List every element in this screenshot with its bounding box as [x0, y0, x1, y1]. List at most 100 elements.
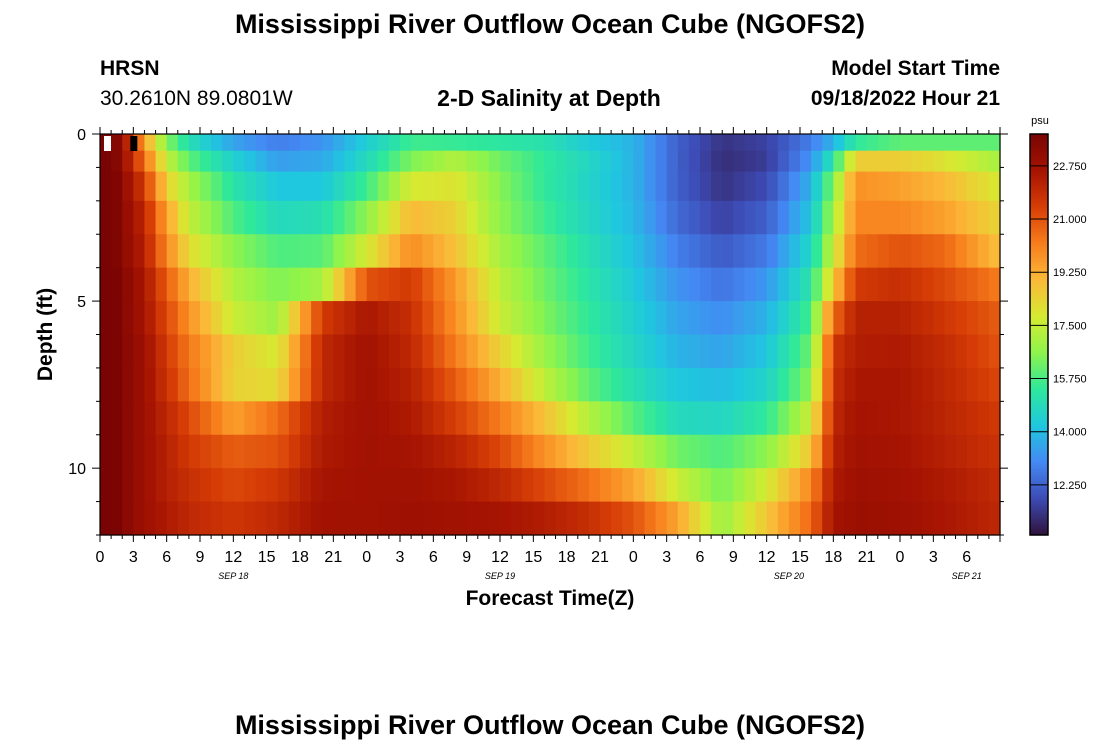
heatmap-cell — [566, 200, 579, 235]
heatmap-cell — [400, 401, 412, 436]
heatmap-cell — [622, 150, 634, 173]
heatmap-cell — [900, 171, 912, 202]
heatmap-cell — [788, 200, 801, 235]
heatmap-cell — [733, 434, 746, 469]
heatmap-cell — [744, 134, 757, 152]
heatmap-cell — [422, 401, 434, 436]
heatmap-cell — [711, 301, 723, 336]
x-tick-label: 0 — [629, 549, 638, 566]
heatmap-cell — [655, 468, 668, 503]
heatmap-cell — [455, 171, 468, 202]
heatmap-cell — [633, 301, 646, 336]
heatmap-cell — [888, 234, 901, 269]
heatmap-cell — [988, 434, 1001, 469]
heatmap-cell — [444, 134, 457, 152]
heatmap-cell — [933, 468, 946, 503]
heatmap-cell — [455, 401, 468, 436]
heatmap-cell — [144, 468, 157, 503]
heatmap-cell — [533, 200, 546, 235]
heatmap-cell — [444, 267, 457, 302]
heatmap-cell — [566, 234, 579, 269]
heatmap-cell — [233, 200, 246, 235]
heatmap-cell — [477, 468, 490, 503]
heatmap-cell — [233, 468, 246, 503]
heatmap-cell — [722, 501, 734, 536]
heatmap-cell — [422, 171, 434, 202]
heatmap-cell — [877, 301, 890, 336]
heatmap-cell — [700, 501, 712, 536]
heatmap-cell — [788, 134, 801, 152]
heatmap-cell — [422, 501, 434, 536]
heatmap-cell — [144, 367, 157, 402]
heatmap-cell — [533, 468, 546, 503]
heatmap-cell — [833, 367, 846, 402]
heatmap-cell — [644, 401, 657, 436]
heatmap-cell — [122, 468, 134, 503]
heatmap-cell — [888, 334, 901, 369]
heatmap-cell — [644, 171, 657, 202]
heatmap-cell — [544, 301, 557, 336]
heatmap-cell — [488, 134, 501, 152]
heatmap-cell — [255, 401, 268, 436]
heatmap-cell — [644, 501, 657, 536]
heatmap-cell — [955, 367, 968, 402]
heatmap-cell — [722, 171, 734, 202]
heatmap-cell — [466, 501, 479, 536]
heatmap-cell — [777, 401, 790, 436]
heatmap-cell — [288, 134, 301, 152]
current-time-marker — [130, 136, 138, 151]
station-coords: 30.2610N 89.0801W — [100, 87, 293, 110]
heatmap-cell — [255, 334, 268, 369]
heatmap-cell — [900, 468, 912, 503]
heatmap-cell — [900, 301, 912, 336]
heatmap-cell — [633, 267, 646, 302]
heatmap-cell — [555, 434, 568, 469]
heatmap-cell — [366, 501, 379, 536]
heatmap-cell — [955, 150, 968, 173]
heatmap-cell — [177, 267, 190, 302]
heatmap-cell — [988, 150, 1001, 173]
heatmap-cell — [766, 150, 779, 173]
heatmap-cell — [344, 267, 357, 302]
heatmap-cell — [433, 501, 446, 536]
heatmap-cell — [422, 234, 434, 269]
x-axis: 0 3 6 9 12 15 18 21 0 3 6 9 12 15 18 21 0 3 6 9 12 15 18 21 0 3 6 S… — [96, 127, 1001, 581]
heatmap-cell — [177, 134, 190, 152]
heatmap-cell — [300, 468, 312, 503]
heatmap-cell — [711, 434, 723, 469]
heatmap-cell — [555, 234, 568, 269]
heatmap-cell — [577, 301, 590, 336]
heatmap-cell — [466, 200, 479, 235]
heatmap-cell — [133, 468, 146, 503]
heatmap-cell — [155, 401, 168, 436]
heatmap-cell — [100, 267, 112, 302]
heatmap-cell — [355, 501, 368, 536]
heatmap-cell — [588, 234, 601, 269]
heatmap-cell — [288, 468, 301, 503]
heatmap-cell — [166, 468, 179, 503]
heatmap-cell — [433, 468, 446, 503]
heatmap-cell — [155, 501, 168, 536]
heatmap-cell — [811, 501, 823, 536]
heatmap-cell — [911, 434, 923, 469]
heatmap-cell — [300, 301, 312, 336]
heatmap-cell — [366, 171, 379, 202]
heatmap-cell — [955, 301, 968, 336]
heatmap-cell — [877, 267, 890, 302]
heatmap-cell — [155, 468, 168, 503]
x-tick-label: 21 — [591, 549, 609, 566]
heatmap-cell — [111, 150, 123, 173]
heatmap-cell — [133, 367, 146, 402]
heatmap-cell — [266, 334, 279, 369]
heatmap-cell — [600, 150, 612, 173]
heatmap-cell — [188, 134, 201, 152]
heatmap-cell — [533, 234, 546, 269]
heatmap-cell — [633, 334, 646, 369]
heatmap-cell — [544, 434, 557, 469]
heatmap-cell — [511, 150, 523, 173]
heatmap-cell — [344, 150, 357, 173]
heatmap-cell — [455, 301, 468, 336]
heatmap-cell — [411, 234, 423, 269]
heatmap-cell — [400, 301, 412, 336]
colorbar-tick-label: 21.000 — [1053, 214, 1087, 226]
